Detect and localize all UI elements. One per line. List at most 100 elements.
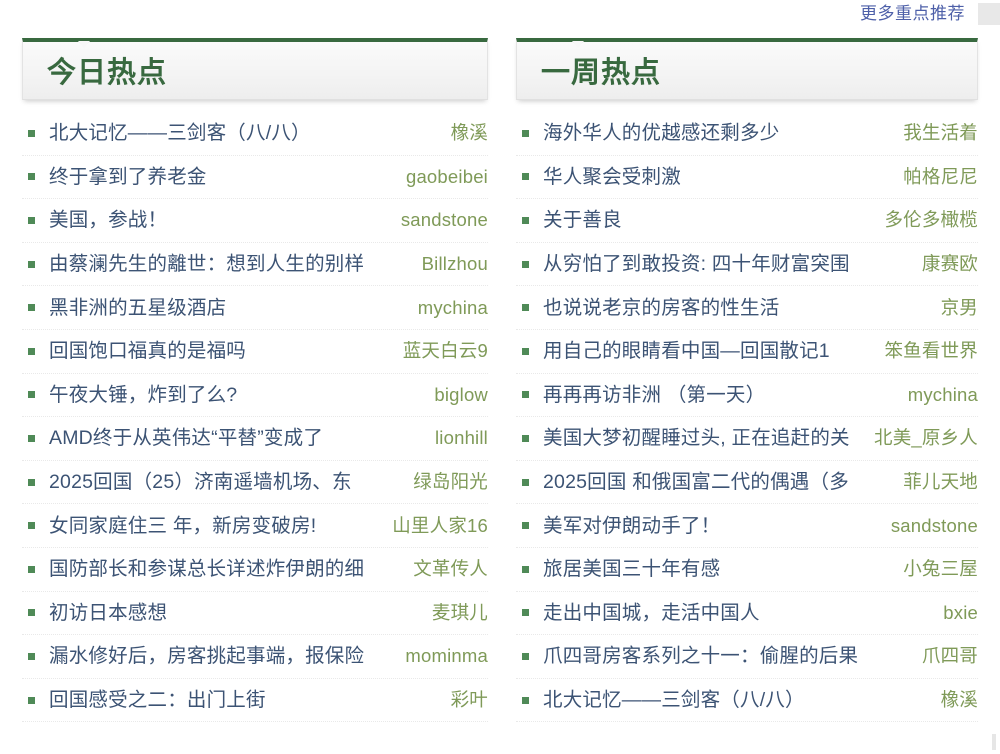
list-item-author[interactable]: 绿岛阳光: [413, 471, 488, 493]
hot-list-today: 北大记忆——三剑客（八/八） 橡溪终于拿到了养老金 gaobeibei 美国，参战！ s…: [22, 112, 488, 723]
list-item[interactable]: 终于拿到了养老金 gaobeibei: [22, 156, 488, 200]
list-item-title[interactable]: 关于善良: [543, 209, 622, 232]
list-item-title[interactable]: 回国饱口福真的是福吗: [49, 340, 247, 363]
list-item[interactable]: 2025回国 和俄国富二代的偶遇（多 菲儿天地: [516, 461, 978, 505]
list-item[interactable]: 关于善良 多伦多橄榄: [516, 199, 978, 243]
list-item-author[interactable]: 文革传人: [413, 558, 488, 580]
top-right-placeholder-box: [978, 3, 1000, 25]
list-item[interactable]: 旅居美国三十年有感 小兔三屋: [516, 548, 978, 592]
list-item[interactable]: 用自己的眼睛看中国—回国散记1 笨鱼看世界: [516, 330, 978, 374]
list-item-author[interactable]: sandstone: [890, 514, 978, 536]
list-item[interactable]: 爪四哥房客系列之十一：偷腥的后果 爪四哥: [516, 635, 978, 679]
list-item-title[interactable]: 走出中国城，走活中国人: [543, 601, 760, 624]
list-item-title[interactable]: 2025回国（25）济南遥墙机场、东: [49, 471, 352, 494]
panel-title-today-hot: 今日热点: [47, 57, 168, 89]
list-item[interactable]: 美国大梦初醒睡过头, 正在追赶的关 北美_原乡人: [516, 417, 978, 461]
list-item-author[interactable]: 彩叶: [450, 689, 488, 711]
list-item-author[interactable]: 京男: [940, 296, 978, 318]
bullet-square-icon: [522, 565, 529, 573]
list-item-author[interactable]: 我生活着: [903, 122, 978, 144]
list-item-title[interactable]: 旅居美国三十年有感: [543, 558, 721, 581]
scrollbar-hint[interactable]: [992, 734, 996, 750]
list-item-author[interactable]: mychina: [417, 296, 488, 318]
list-item-title[interactable]: 华人聚会受刺激: [543, 165, 681, 188]
list-item[interactable]: 再再再访非洲 （第一天） mychina: [516, 374, 978, 418]
list-item-title[interactable]: 再再再访非洲 （第一天）: [543, 383, 766, 406]
list-item-author[interactable]: mychina: [907, 383, 978, 405]
list-item-title[interactable]: 女同家庭住三 年，新房变破房!: [49, 514, 317, 537]
list-item-title[interactable]: 北大记忆——三剑客（八/八）: [543, 689, 805, 712]
list-item[interactable]: 回国饱口福真的是福吗 蓝天白云9: [22, 330, 488, 374]
list-item-title[interactable]: 漏水修好后，房客挑起事端，报保险: [49, 645, 365, 668]
bullet-square-icon: [28, 522, 35, 530]
list-item[interactable]: AMD终于从英伟达“平替”变成了 lionhill: [22, 417, 488, 461]
list-item-author[interactable]: bxie: [943, 601, 978, 623]
list-item[interactable]: 漏水修好后，房客挑起事端，报保险 mominma: [22, 635, 488, 679]
list-item-title[interactable]: 终于拿到了养老金: [49, 165, 207, 188]
list-item-author[interactable]: 橡溪: [940, 689, 978, 711]
list-item[interactable]: 午夜大锤，炸到了么? biglow: [22, 374, 488, 418]
list-item-author[interactable]: 麦琪儿: [431, 601, 488, 623]
list-item[interactable]: 国防部长和参谋总长详述炸伊朗的细 文革传人: [22, 548, 488, 592]
bullet-square-icon: [28, 173, 35, 181]
list-item-title[interactable]: 用自己的眼睛看中国—回国散记1: [543, 340, 830, 363]
list-item-author[interactable]: 康赛欧: [921, 253, 978, 275]
list-item-title[interactable]: 美国，参战！: [49, 209, 168, 232]
list-item-title[interactable]: 爪四哥房客系列之十一：偷腥的后果: [543, 645, 859, 668]
list-item-author[interactable]: 菲儿天地: [903, 471, 978, 493]
list-item[interactable]: 走出中国城，走活中国人 bxie: [516, 592, 978, 636]
list-item[interactable]: 海外华人的优越感还剩多少 我生活着: [516, 112, 978, 156]
list-item-title[interactable]: 美军对伊朗动手了！: [543, 514, 721, 537]
list-item-title[interactable]: 海外华人的优越感还剩多少: [543, 122, 780, 145]
list-item[interactable]: 黑非洲的五星级酒店 mychina: [22, 286, 488, 330]
list-item-title[interactable]: 回国感受之二：出门上街: [49, 689, 266, 712]
list-item-title[interactable]: 也说说老京的房客的性生活: [543, 296, 780, 319]
list-item-title[interactable]: 北大记忆——三剑客（八/八）: [49, 122, 311, 145]
list-item-title[interactable]: 由蔡澜先生的離世：想到人生的别样: [49, 253, 365, 276]
list-item[interactable]: 美军对伊朗动手了！ sandstone: [516, 504, 978, 548]
list-item-author[interactable]: 帕格尼尼: [903, 165, 978, 187]
list-item-title[interactable]: AMD终于从英伟达“平替”变成了: [49, 427, 324, 450]
list-item-title[interactable]: 从穷怕了到敢投资: 四十年财富突围: [543, 253, 850, 276]
list-item[interactable]: 女同家庭住三 年，新房变破房! 山里人家16: [22, 504, 488, 548]
list-item-author[interactable]: biglow: [434, 383, 488, 405]
list-item-author[interactable]: 爪四哥: [921, 645, 978, 667]
list-item-title[interactable]: 初访日本感想: [49, 601, 168, 624]
list-item-author[interactable]: gaobeibei: [405, 165, 488, 187]
list-item-author[interactable]: 山里人家16: [392, 514, 488, 536]
list-item-author[interactable]: sandstone: [400, 209, 488, 231]
list-item-author[interactable]: 北美_原乡人: [874, 427, 978, 449]
list-item-author[interactable]: 多伦多橄榄: [884, 209, 978, 231]
bullet-square-icon: [522, 347, 529, 355]
bullet-square-icon: [522, 173, 529, 181]
list-item-title[interactable]: 2025回国 和俄国富二代的偶遇（多: [543, 471, 849, 494]
list-item-author[interactable]: Billzhou: [421, 253, 488, 275]
bullet-square-icon: [522, 652, 529, 660]
list-item-title[interactable]: 黑非洲的五星级酒店: [49, 296, 227, 319]
list-item[interactable]: 由蔡澜先生的離世：想到人生的别样 Billzhou: [22, 243, 488, 287]
list-item[interactable]: 初访日本感想 麦琪儿: [22, 592, 488, 636]
panel-header-week-hot: 一周热点: [516, 38, 978, 100]
list-item-title[interactable]: 美国大梦初醒睡过头, 正在追赶的关: [543, 427, 850, 450]
list-item-author[interactable]: 笨鱼看世界: [884, 340, 978, 362]
list-item[interactable]: 北大记忆——三剑客（八/八） 橡溪: [22, 112, 488, 156]
list-item[interactable]: 回国感受之二：出门上街 彩叶: [22, 679, 488, 723]
list-item-title[interactable]: 国防部长和参谋总长详述炸伊朗的细: [49, 558, 365, 581]
bullet-square-icon: [522, 434, 529, 442]
list-item[interactable]: 也说说老京的房客的性生活 京男: [516, 286, 978, 330]
list-item-title[interactable]: 午夜大锤，炸到了么?: [49, 383, 238, 406]
list-item[interactable]: 华人聚会受刺激 帕格尼尼: [516, 156, 978, 200]
list-item-author[interactable]: lionhill: [434, 427, 488, 449]
list-item[interactable]: 从穷怕了到敢投资: 四十年财富突围 康赛欧: [516, 243, 978, 287]
bullet-square-icon: [28, 260, 35, 268]
more-recommendations-link[interactable]: 更多重点推荐: [860, 4, 965, 23]
list-item-author[interactable]: 蓝天白云9: [402, 340, 488, 362]
bullet-square-icon: [28, 696, 35, 704]
list-item-author[interactable]: 小兔三屋: [903, 558, 978, 580]
list-item[interactable]: 2025回国（25）济南遥墙机场、东 绿岛阳光: [22, 461, 488, 505]
list-item[interactable]: 北大记忆——三剑客（八/八） 橡溪: [516, 679, 978, 723]
list-item-author[interactable]: 橡溪: [450, 122, 488, 144]
list-item-author[interactable]: mominma: [405, 645, 488, 667]
list-item[interactable]: 美国，参战！ sandstone: [22, 199, 488, 243]
